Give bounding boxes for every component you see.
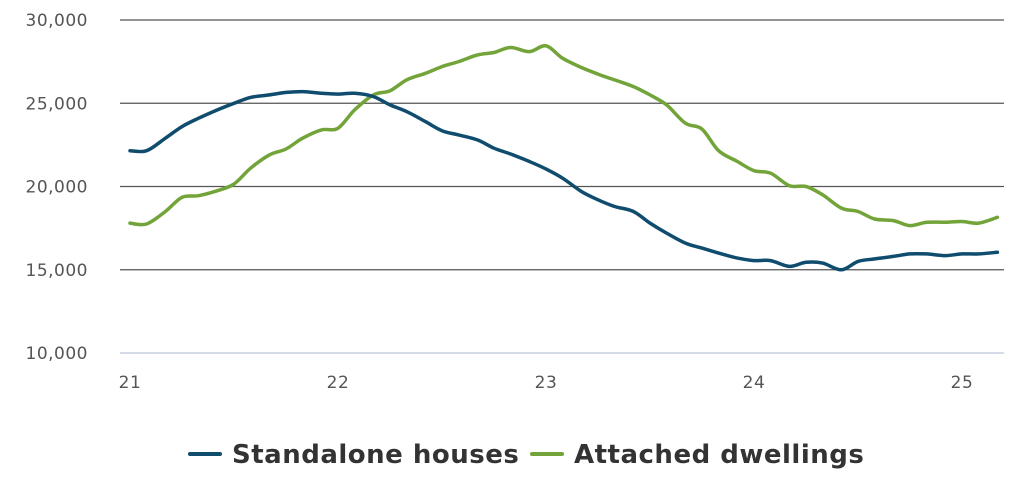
series-line-attached-dwellings: [128, 43, 1000, 228]
x-axis-tick-labels: 21 22 23 24 25: [119, 373, 974, 393]
y-tick-label: 20,000: [26, 178, 88, 198]
series-lines: [128, 43, 1000, 272]
y-tick-label: 15,000: [26, 261, 88, 281]
y-tick-label: 30,000: [26, 11, 88, 31]
legend-label-standalone-houses: Standalone houses: [232, 440, 519, 470]
y-axis-tick-labels: 10,000 15,000 20,000 25,000 30,000: [26, 11, 88, 364]
legend: Standalone houses Attached dwellings: [188, 440, 864, 470]
y-tick-label: 10,000: [26, 344, 88, 364]
x-tick-label: 25: [951, 373, 974, 393]
y-tick-label: 25,000: [26, 94, 88, 114]
x-tick-label: 24: [743, 373, 766, 393]
legend-label-attached-dwellings: Attached dwellings: [574, 440, 864, 470]
gridlines: [120, 19, 1004, 354]
x-tick-label: 21: [119, 373, 142, 393]
x-tick-label: 23: [535, 373, 558, 393]
series-line-standalone-houses: [128, 89, 1000, 272]
x-tick-label: 22: [327, 373, 350, 393]
